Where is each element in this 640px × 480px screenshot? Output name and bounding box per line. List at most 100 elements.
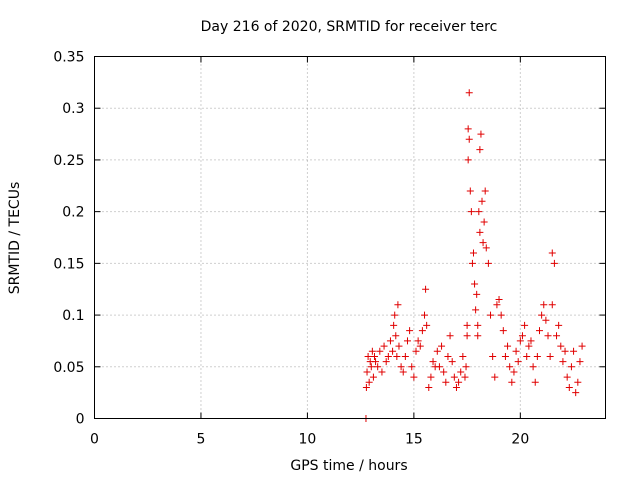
data-point: [504, 342, 512, 350]
x-axis-label: GPS time / hours: [290, 458, 407, 474]
data-point: [493, 301, 501, 309]
data-point: [401, 352, 409, 360]
data-point: [464, 125, 472, 133]
data-point: [386, 337, 394, 345]
data-point: [576, 358, 584, 366]
data-point: [448, 358, 456, 366]
data-point: [478, 197, 486, 205]
data-point: [464, 156, 472, 164]
data-point: [376, 347, 384, 355]
data-point: [395, 342, 403, 350]
x-tick-label: 5: [196, 432, 205, 448]
data-point: [397, 363, 405, 371]
data-point: [399, 368, 407, 376]
data-point: [435, 363, 443, 371]
data-point: [389, 347, 397, 355]
data-point: [572, 389, 580, 397]
data-point: [474, 332, 482, 340]
data-point: [463, 321, 471, 329]
data-point: [487, 311, 495, 319]
data-point: [368, 347, 376, 355]
data-point: [380, 342, 388, 350]
data-point: [553, 332, 561, 340]
data-point: [476, 146, 484, 154]
data-point: [512, 347, 520, 355]
data-point: [469, 249, 477, 257]
y-tick-label: 0.25: [53, 153, 84, 169]
chart-title: Day 216 of 2020, SRMTID for receiver ter…: [201, 19, 498, 35]
data-point: [555, 321, 563, 329]
data-point: [465, 135, 473, 143]
data-point: [422, 285, 430, 293]
data-point: [563, 373, 571, 381]
data-point: [459, 352, 467, 360]
data-point: [393, 352, 401, 360]
y-tick-label: 0.05: [53, 360, 84, 376]
data-point: [523, 352, 531, 360]
data-point: [461, 373, 469, 381]
data-point: [531, 378, 539, 386]
data-point: [429, 358, 437, 366]
data-point: [416, 342, 424, 350]
data-point: [484, 259, 492, 267]
data-point: [471, 280, 479, 288]
y-tick-label: 0.1: [62, 308, 84, 324]
data-point: [559, 358, 567, 366]
data-point: [457, 368, 465, 376]
data-point: [546, 352, 554, 360]
data-point: [466, 187, 474, 195]
data-point: [408, 363, 416, 371]
data-point: [452, 383, 460, 391]
data-point: [508, 378, 516, 386]
data-point: [499, 327, 507, 335]
data-point: [550, 259, 558, 267]
data-point: [444, 352, 452, 360]
data-point: [391, 311, 399, 319]
data-point: [378, 368, 386, 376]
data-point: [463, 332, 471, 340]
data-point: [565, 383, 573, 391]
x-tick-label: 0: [90, 432, 99, 448]
data-point: [561, 347, 569, 355]
data-point: [501, 352, 509, 360]
data-point: [521, 321, 529, 329]
axis-ticks: 0 0.05 0.1 0.15 0.2 0.25 0.3 0.35 0 5 10 15 20: [53, 50, 606, 448]
data-point: [414, 337, 422, 345]
data-point: [372, 358, 380, 366]
data-point: [425, 383, 433, 391]
data-point: [390, 321, 398, 329]
data-point: [489, 352, 497, 360]
data-point: [433, 347, 441, 355]
data-point: [480, 218, 488, 226]
data-point: [548, 301, 556, 309]
data-point: [363, 368, 371, 376]
data-point: [495, 296, 503, 304]
data-point: [423, 321, 431, 329]
data-point: [518, 332, 526, 340]
data-point: [516, 337, 524, 345]
data-point: [446, 332, 454, 340]
data-point: [540, 301, 548, 309]
data-point: [462, 363, 470, 371]
data-point: [362, 383, 370, 391]
data-point: [542, 316, 550, 324]
y-tick-label: 0.3: [62, 101, 84, 117]
y-tick-label: 0.2: [62, 205, 84, 221]
data-point: [450, 373, 458, 381]
data-point: [525, 342, 533, 350]
data-point: [392, 332, 400, 340]
data-point: [406, 327, 414, 335]
data-point: [412, 347, 420, 355]
data-point: [570, 347, 578, 355]
data-point: [465, 89, 473, 97]
data-point: [382, 358, 390, 366]
data-point: [578, 342, 586, 350]
data-point: [427, 373, 435, 381]
y-tick-label: 0.35: [53, 50, 84, 66]
plot-frame: [94, 56, 606, 419]
data-point: [367, 363, 375, 371]
data-point: [438, 342, 446, 350]
data-point: [455, 378, 463, 386]
data-point: [369, 373, 377, 381]
data-point: [548, 249, 556, 257]
